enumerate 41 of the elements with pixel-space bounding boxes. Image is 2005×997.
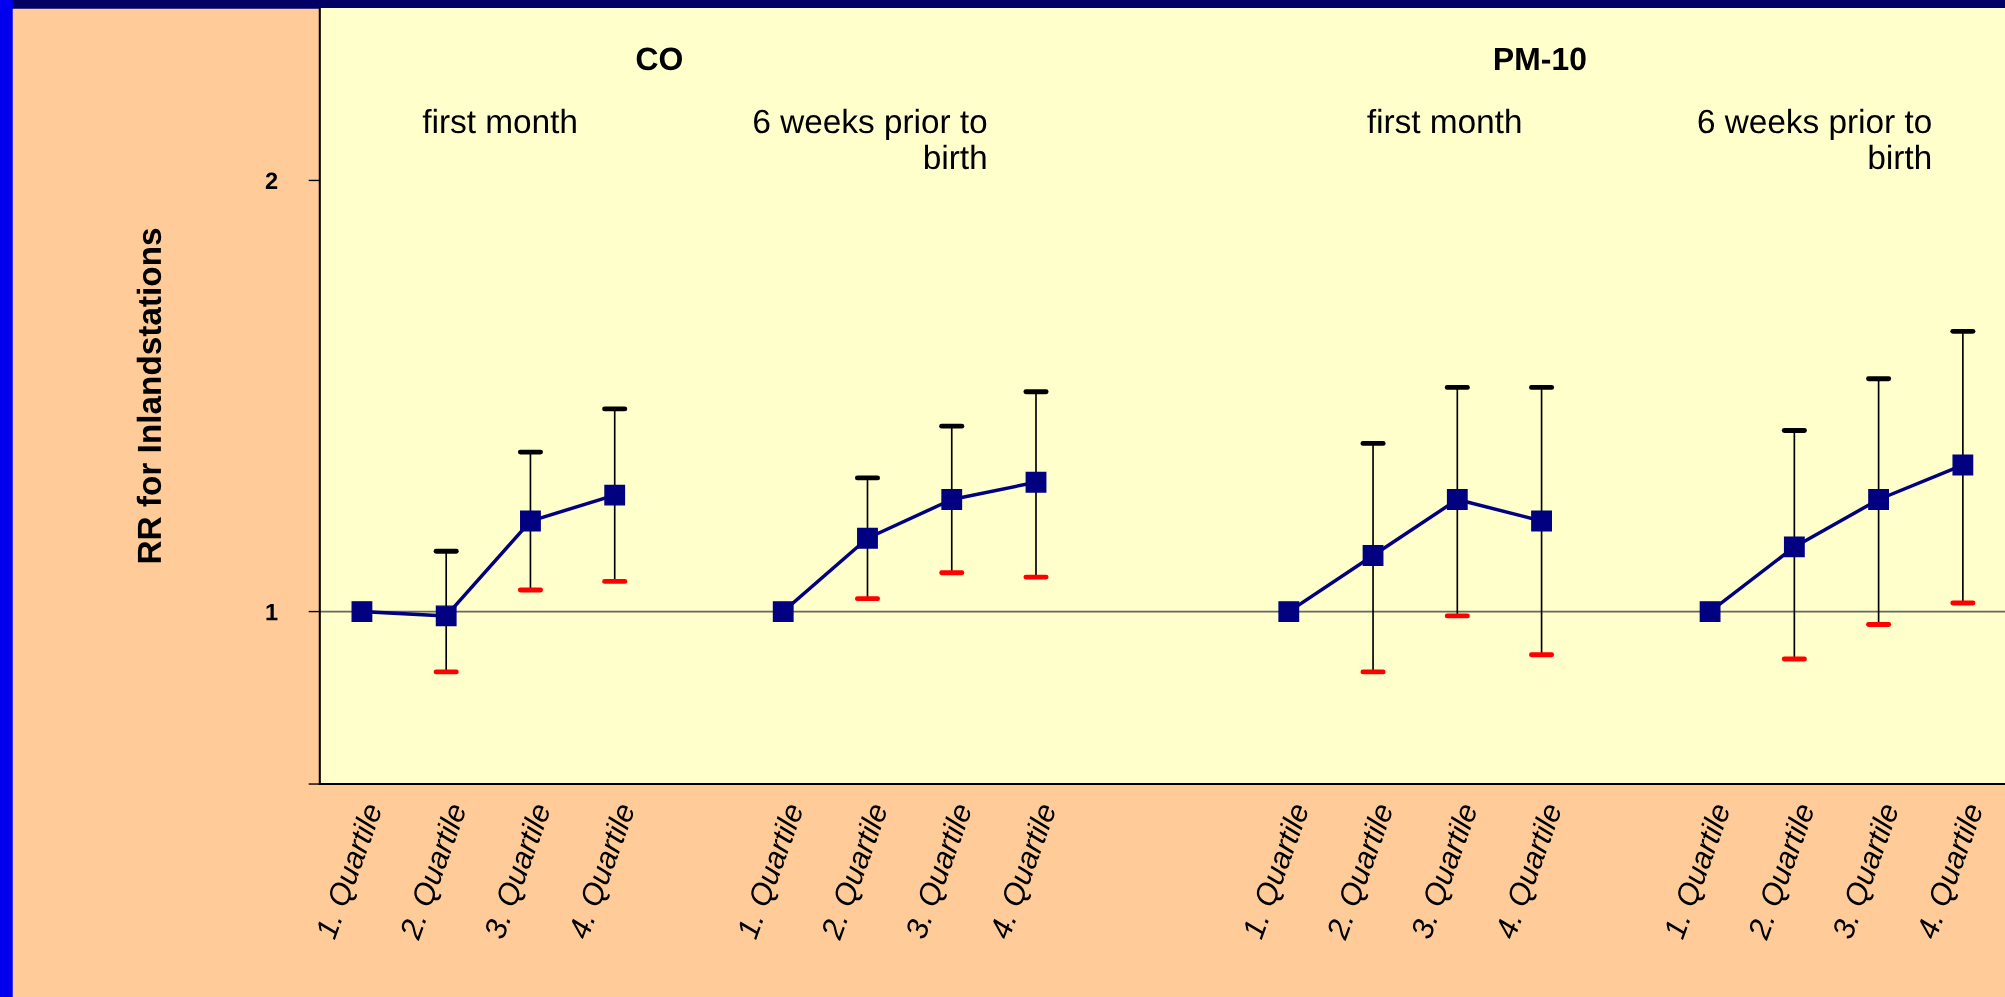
x-tick-label: 2. Quartile <box>1746 801 1821 943</box>
x-tick-label: 1. Quartile <box>313 801 388 942</box>
point <box>1952 454 1974 476</box>
point <box>351 601 373 622</box>
x-tick-label: 3. Quartile <box>903 801 978 943</box>
x-tick-label: 1. Quartile <box>1240 801 1315 942</box>
x-tick-label: 4. Quartile <box>987 801 1062 943</box>
x-tick-label: 1. Quartile <box>1662 801 1736 942</box>
point <box>941 489 963 510</box>
point <box>1025 471 1047 493</box>
annotation: 6 weeks prior to birth <box>754 108 987 170</box>
annotation: 6 weeks prior to birth <box>1698 108 1931 170</box>
annotation: first month <box>422 108 576 134</box>
point <box>857 527 878 549</box>
y-axis-title: RR for Inlandstations <box>136 228 162 563</box>
x-tick-label: 1. Quartile <box>735 801 810 942</box>
point <box>1868 489 1890 510</box>
y-tick-label: 2 <box>265 172 278 189</box>
point <box>604 484 626 506</box>
y-tick-label: 1 <box>266 603 278 621</box>
point <box>1783 536 1805 558</box>
annotation: CO <box>636 47 682 71</box>
point <box>520 510 541 532</box>
x-tick-label: 4. Quartile <box>1493 801 1568 943</box>
x-tick-label: 3. Quartile <box>1830 801 1905 943</box>
x-tick-label: 4. Quartile <box>1914 801 1989 943</box>
point <box>1531 510 1552 532</box>
x-tick-label: 2. Quartile <box>397 801 473 943</box>
x-tick-label: 2. Quartile <box>1324 801 1399 943</box>
point <box>1446 489 1468 510</box>
x-tick-label: 2. Quartile <box>819 801 894 943</box>
point <box>1699 601 1721 622</box>
annotation: first month <box>1367 108 1521 134</box>
point <box>772 601 794 622</box>
x-tick-label: 3. Quartile <box>1409 801 1484 943</box>
point <box>1278 601 1300 622</box>
x-tick-label: 3. Quartile <box>482 801 557 943</box>
point <box>1362 545 1384 566</box>
point <box>435 605 457 627</box>
annotation: PM-10 <box>1494 47 1586 71</box>
x-tick-label: 4. Quartile <box>566 801 641 943</box>
